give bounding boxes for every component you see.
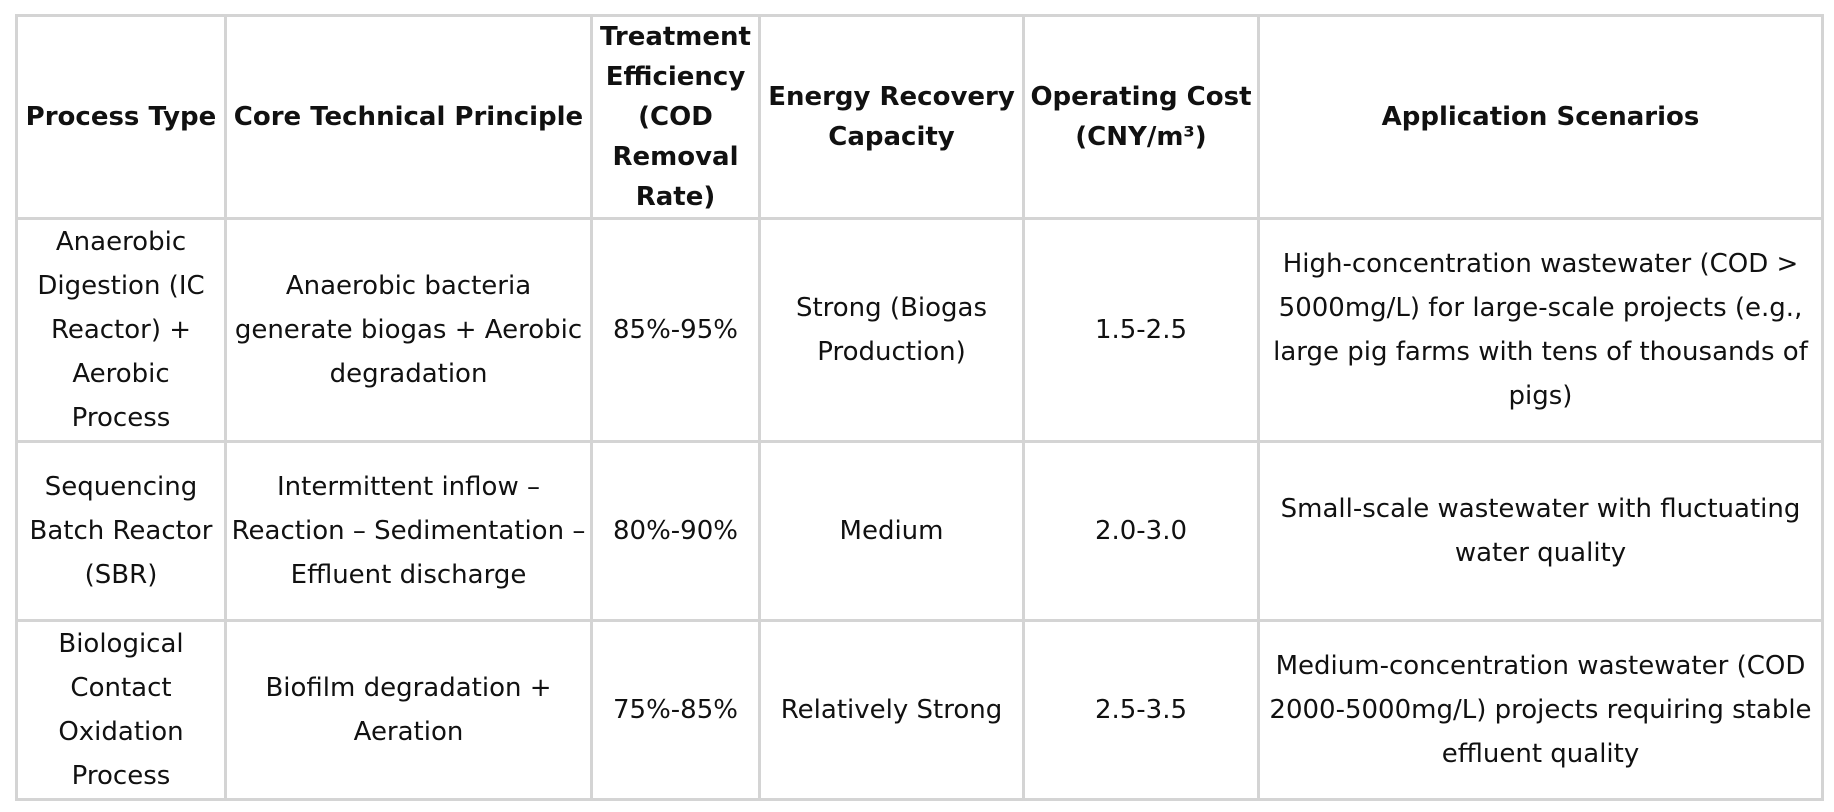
header-application-scenarios: Application Scenarios	[1257, 14, 1824, 220]
cell-energy-recovery: Relatively Strong	[758, 619, 1025, 801]
table-row: Sequencing Batch Reactor (SBR) Intermitt…	[15, 440, 1824, 622]
header-energy-recovery-capacity: Energy Recovery Capacity	[758, 14, 1025, 220]
cell-process-type: Anaerobic Digestion (IC Reactor) + Aerob…	[15, 217, 227, 443]
cell-efficiency: 75%-85%	[590, 619, 761, 801]
cell-application: High-concentration wastewater (COD > 500…	[1257, 217, 1824, 443]
cell-principle: Intermittent inflow – Reaction – Sedimen…	[224, 440, 593, 622]
header-operating-cost: Operating Cost (CNY/m³)	[1022, 14, 1260, 220]
cell-operating-cost: 2.5-3.5	[1022, 619, 1260, 801]
process-comparison-table: Process Type Core Technical Principle Tr…	[15, 14, 1824, 801]
header-process-type: Process Type	[15, 14, 227, 220]
cell-energy-recovery: Medium	[758, 440, 1025, 622]
cell-efficiency: 80%-90%	[590, 440, 761, 622]
table-row: Anaerobic Digestion (IC Reactor) + Aerob…	[15, 217, 1824, 443]
cell-process-type: Sequencing Batch Reactor (SBR)	[15, 440, 227, 622]
table-row: Biological Contact Oxidation Process Bio…	[15, 619, 1824, 801]
cell-efficiency: 85%-95%	[590, 217, 761, 443]
cell-application: Medium-concentration wastewater (COD 200…	[1257, 619, 1824, 801]
cell-process-type: Biological Contact Oxidation Process	[15, 619, 227, 801]
cell-application: Small-scale wastewater with fluctuating …	[1257, 440, 1824, 622]
cell-operating-cost: 2.0-3.0	[1022, 440, 1260, 622]
cell-principle: Biofilm degradation + Aeration	[224, 619, 593, 801]
cell-energy-recovery: Strong (Biogas Production)	[758, 217, 1025, 443]
header-treatment-efficiency: Treatment Efficiency (COD Removal Rate)	[590, 14, 761, 220]
cell-principle: Anaerobic bacteria generate biogas + Aer…	[224, 217, 593, 443]
table-header-row: Process Type Core Technical Principle Tr…	[15, 14, 1824, 220]
cell-operating-cost: 1.5-2.5	[1022, 217, 1260, 443]
header-core-technical-principle: Core Technical Principle	[224, 14, 593, 220]
